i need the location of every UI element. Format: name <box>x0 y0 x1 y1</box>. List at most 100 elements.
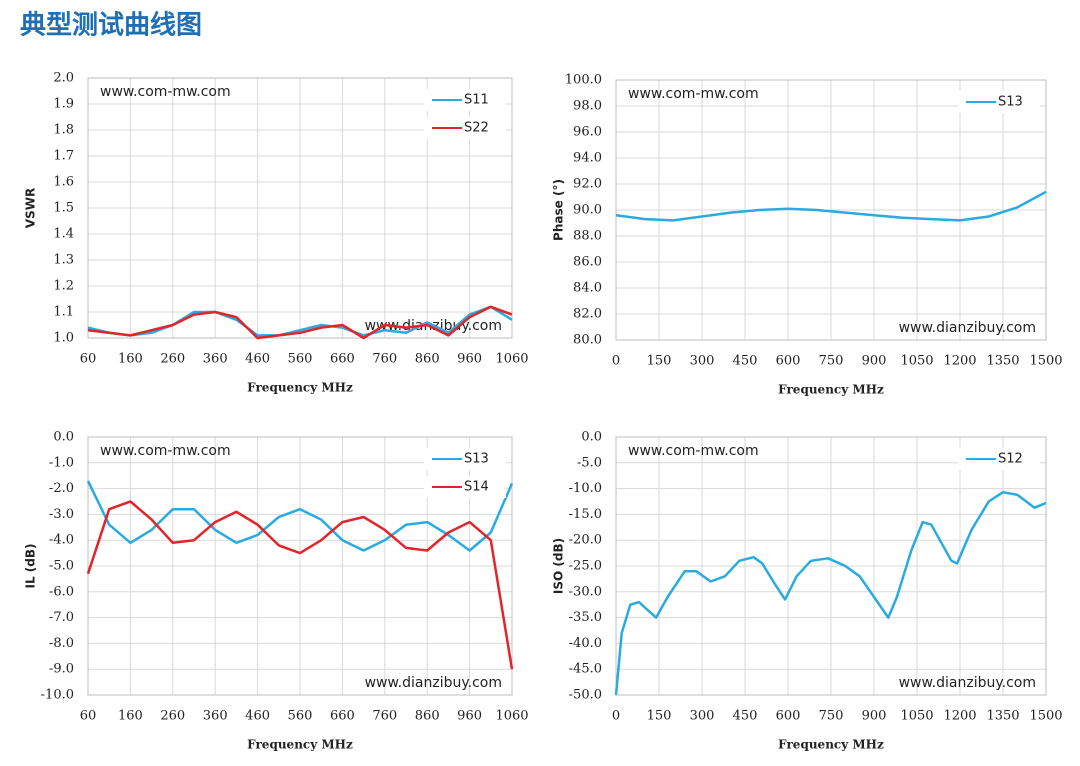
y-tick-label: 86.0 <box>573 255 602 270</box>
y-tick-label: -45.0 <box>569 662 602 677</box>
x-tick-label: 60 <box>80 352 97 367</box>
series-line <box>87 305 513 340</box>
y-axis-label: VSWR <box>24 188 38 228</box>
y-tick-label: -5.0 <box>577 455 602 470</box>
series-line <box>614 490 1047 696</box>
x-tick-label: 160 <box>118 352 143 367</box>
y-tick-label: 1.3 <box>53 253 74 268</box>
y-tick-label: 1.5 <box>53 201 74 216</box>
y-tick-label: 90.0 <box>573 203 602 218</box>
watermark: www.com-mw.com <box>628 443 759 459</box>
x-tick-label: 860 <box>415 352 440 367</box>
plot-border <box>87 77 513 339</box>
series-line <box>87 305 513 337</box>
legend-label: S13 <box>998 95 1023 110</box>
x-axis-label: Frequency MHz <box>778 383 884 397</box>
x-tick-label: 750 <box>819 354 844 369</box>
x-tick-label: 1500 <box>1029 709 1062 724</box>
y-tick-label: 84.0 <box>573 281 602 296</box>
y-axis-label: Phase (°) <box>552 179 566 241</box>
x-tick-label: 960 <box>457 709 482 724</box>
legend-label: S13 <box>464 452 489 467</box>
series-line <box>86 480 514 552</box>
y-axis-label: IL (dB) <box>24 544 38 589</box>
legend-label: S11 <box>464 93 489 108</box>
x-tick-label: 1050 <box>900 709 933 724</box>
y-tick-label: 0.0 <box>581 430 602 445</box>
y-tick-label: 1.8 <box>53 123 74 138</box>
x-tick-label: 660 <box>330 709 355 724</box>
watermark: www.com-mw.com <box>100 84 231 100</box>
y-tick-label: 80.0 <box>573 333 602 348</box>
legend-label: S22 <box>464 121 489 136</box>
x-tick-label: 1350 <box>986 354 1019 369</box>
x-tick-label: 1350 <box>986 709 1019 724</box>
plot-border <box>615 79 1047 341</box>
y-tick-label: 1.1 <box>53 305 74 320</box>
x-tick-label: 450 <box>733 709 758 724</box>
y-tick-label: 100.0 <box>565 73 602 88</box>
y-tick-label: 92.0 <box>573 177 602 192</box>
legend-bg <box>424 476 506 498</box>
legend-bg <box>424 448 506 470</box>
legend-bg <box>424 117 506 139</box>
x-tick-label: 660 <box>330 352 355 367</box>
y-tick-label: -8.0 <box>49 636 74 651</box>
x-tick-label: 0 <box>612 709 620 724</box>
x-tick-label: 560 <box>288 352 313 367</box>
x-tick-label: 900 <box>862 354 887 369</box>
x-tick-label: 600 <box>776 354 801 369</box>
y-tick-label: 2.0 <box>53 71 74 86</box>
x-tick-label: 300 <box>690 709 715 724</box>
x-tick-label: 150 <box>647 354 672 369</box>
y-tick-label: 1.0 <box>53 331 74 346</box>
legend-label: S14 <box>464 480 489 495</box>
x-tick-label: 1060 <box>495 709 528 724</box>
y-tick-label: 96.0 <box>573 125 602 140</box>
x-axis-label: Frequency MHz <box>247 381 353 395</box>
y-tick-label: -4.0 <box>49 533 74 548</box>
x-tick-label: 1060 <box>495 352 528 367</box>
watermark: www.com-mw.com <box>628 86 759 102</box>
y-tick-label: -15.0 <box>569 507 602 522</box>
y-tick-label: 1.4 <box>53 227 74 242</box>
plot-border <box>615 436 1047 696</box>
y-tick-label: 1.7 <box>53 149 74 164</box>
x-tick-label: 0 <box>612 354 620 369</box>
y-tick-label: 98.0 <box>573 99 602 114</box>
y-tick-label: 94.0 <box>573 151 602 166</box>
y-tick-label: -50.0 <box>569 688 602 703</box>
y-tick-label: -25.0 <box>569 559 602 574</box>
series-line <box>615 190 1047 222</box>
series-line <box>86 500 514 670</box>
y-tick-label: 88.0 <box>573 229 602 244</box>
x-tick-label: 450 <box>733 354 758 369</box>
x-tick-label: 60 <box>80 709 97 724</box>
x-tick-label: 460 <box>245 352 270 367</box>
x-tick-label: 560 <box>288 709 313 724</box>
y-tick-label: -35.0 <box>569 610 602 625</box>
x-tick-label: 150 <box>647 709 672 724</box>
y-tick-label: -2.0 <box>49 481 74 496</box>
x-tick-label: 1200 <box>943 709 976 724</box>
legend-bg <box>958 91 1040 113</box>
y-tick-label: -10.0 <box>41 688 74 703</box>
y-axis-label: ISO (dB) <box>552 538 566 594</box>
x-tick-label: 600 <box>776 709 801 724</box>
legend-label: S12 <box>998 452 1023 467</box>
x-tick-label: 1500 <box>1029 354 1062 369</box>
x-tick-label: 860 <box>415 709 440 724</box>
y-tick-label: -7.0 <box>49 610 74 625</box>
y-tick-label: -6.0 <box>49 584 74 599</box>
x-axis-label: Frequency MHz <box>247 738 353 752</box>
plot-border <box>87 436 513 696</box>
y-tick-label: 1.9 <box>53 97 74 112</box>
y-tick-label: -30.0 <box>569 584 602 599</box>
y-tick-label: -10.0 <box>569 481 602 496</box>
x-tick-label: 260 <box>160 709 185 724</box>
page-title: 典型测试曲线图 <box>20 11 202 41</box>
x-tick-label: 360 <box>203 709 228 724</box>
y-tick-label: -3.0 <box>49 507 74 522</box>
